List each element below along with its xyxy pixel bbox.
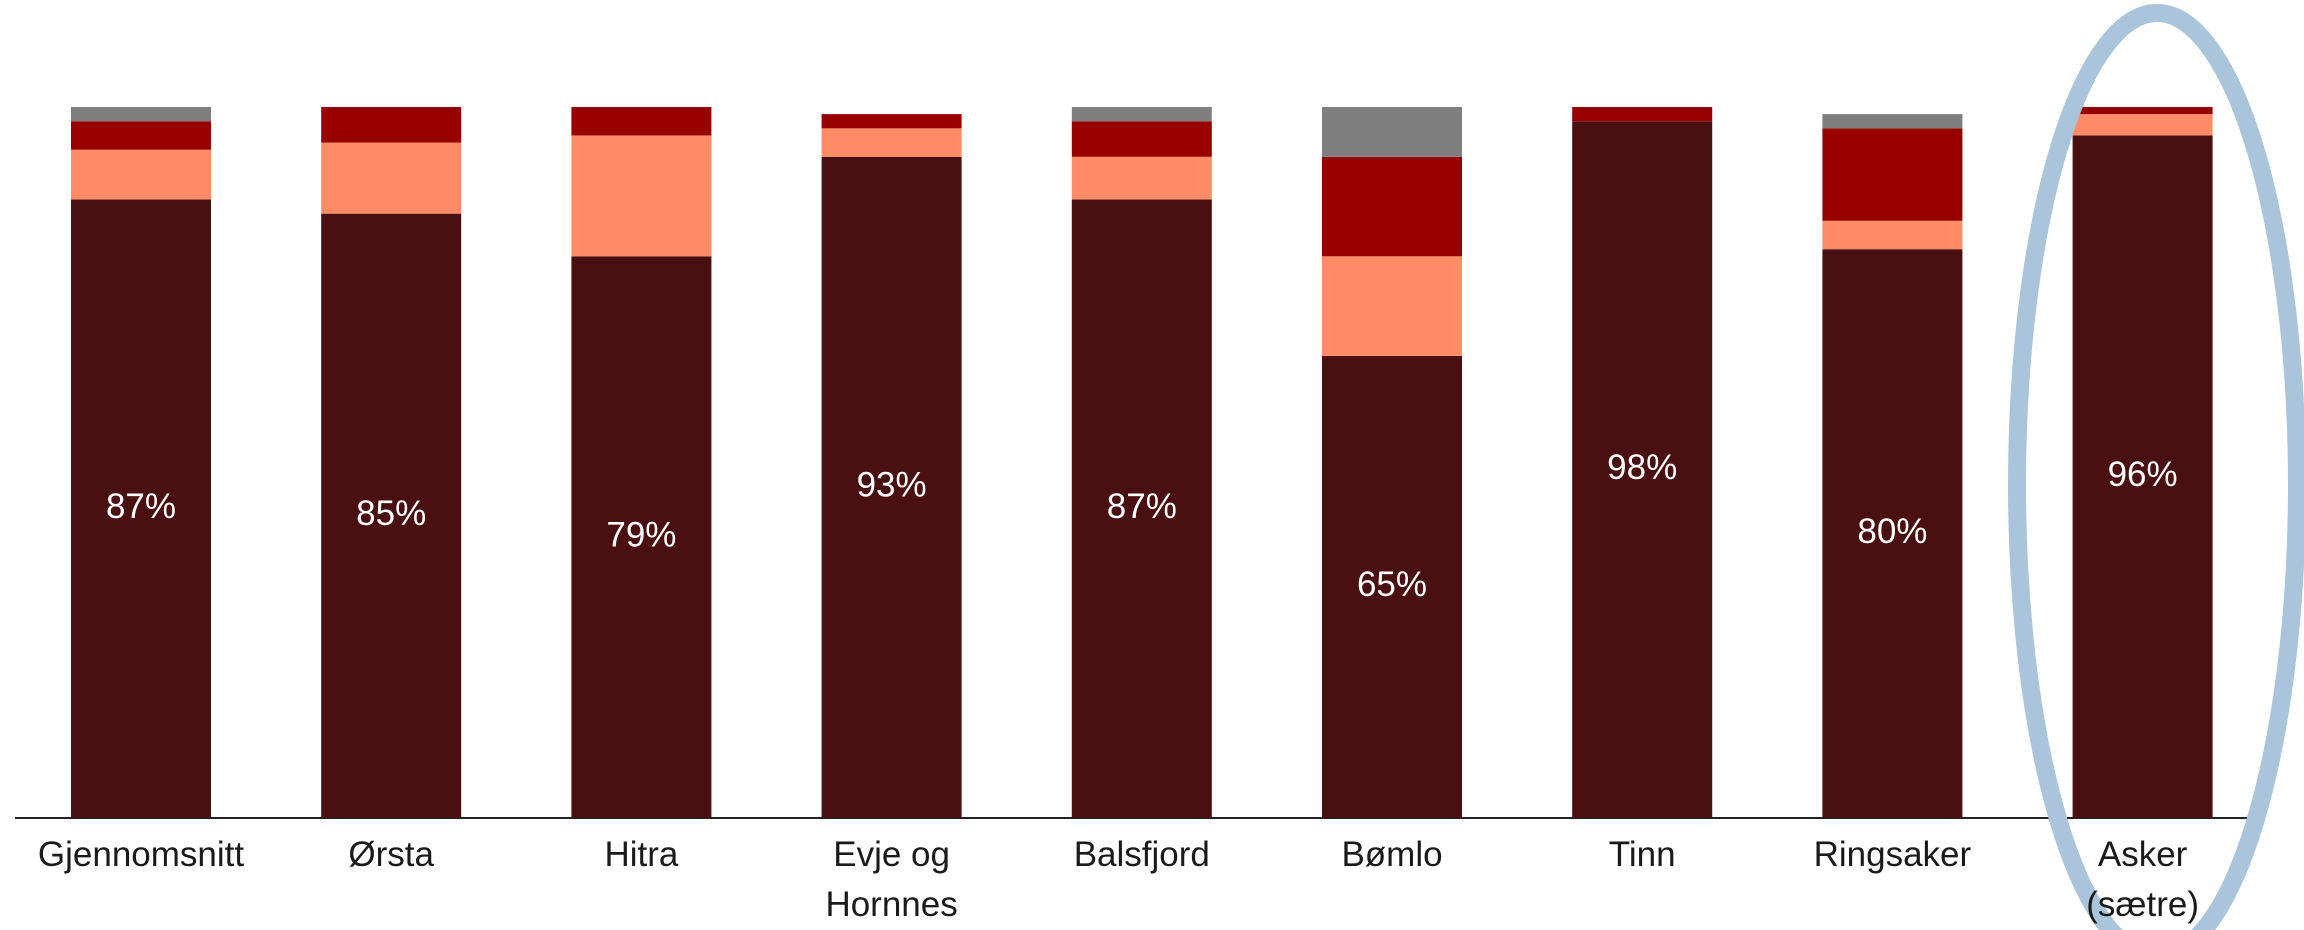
bar-segment bbox=[1822, 114, 1963, 129]
bar-segment bbox=[821, 128, 962, 157]
value-label: 85% bbox=[356, 494, 426, 533]
bar-segment bbox=[1071, 107, 1212, 122]
bar-segment bbox=[1071, 156, 1212, 200]
bar-segment bbox=[1322, 107, 1462, 157]
bar-segment bbox=[571, 256, 712, 818]
bar-segment bbox=[821, 156, 962, 818]
bar-segment bbox=[321, 142, 462, 214]
x-tick-label: Asker (sætre) bbox=[2086, 835, 2199, 924]
bar-segment bbox=[1572, 121, 1713, 819]
value-label: 93% bbox=[857, 466, 927, 505]
x-tick-label: Tinn bbox=[1608, 835, 1676, 874]
bar-segment bbox=[1322, 156, 1462, 257]
bar-segment bbox=[71, 107, 211, 122]
bar-segment bbox=[2072, 114, 2213, 136]
bar-segment bbox=[321, 107, 462, 143]
bar-segment bbox=[1322, 355, 1462, 818]
x-tick-label: Ringsaker bbox=[1813, 835, 1972, 874]
bar-segment bbox=[1071, 121, 1212, 157]
bar-segment bbox=[2072, 135, 2213, 818]
bar-segment bbox=[821, 114, 962, 129]
bar-segment bbox=[2072, 107, 2213, 115]
value-label: 96% bbox=[2108, 455, 2178, 494]
bar-segment bbox=[1822, 128, 1963, 221]
x-tick-label: Bømlo bbox=[1341, 835, 1443, 874]
bar-segment bbox=[71, 121, 211, 150]
bar-segment bbox=[571, 107, 712, 136]
value-label: 80% bbox=[1857, 512, 1927, 551]
bar-segment bbox=[1071, 199, 1212, 818]
value-label: 87% bbox=[106, 487, 176, 526]
x-tick-label: Balsfjord bbox=[1073, 835, 1210, 874]
bar-segment bbox=[571, 135, 712, 257]
value-label: 87% bbox=[1107, 487, 1177, 526]
x-tick-label: Ørsta bbox=[348, 835, 434, 874]
x-tick-label: Gjennomsnitt bbox=[37, 835, 245, 874]
bar-segment bbox=[321, 213, 462, 818]
x-tick-label: Hitra bbox=[604, 835, 679, 874]
bar-segment bbox=[1822, 220, 1963, 250]
bar-segment bbox=[1322, 256, 1462, 356]
value-label: 65% bbox=[1357, 565, 1427, 604]
bar-segment bbox=[71, 149, 211, 200]
highlight-ellipse bbox=[2008, 4, 2304, 930]
bar-segment bbox=[1822, 249, 1963, 818]
bar-segment bbox=[71, 199, 211, 818]
bar-segment bbox=[1572, 107, 1713, 122]
value-label: 98% bbox=[1607, 448, 1677, 487]
x-tick-label: Evje og Hornnes bbox=[825, 835, 958, 924]
value-label: 79% bbox=[606, 515, 676, 554]
